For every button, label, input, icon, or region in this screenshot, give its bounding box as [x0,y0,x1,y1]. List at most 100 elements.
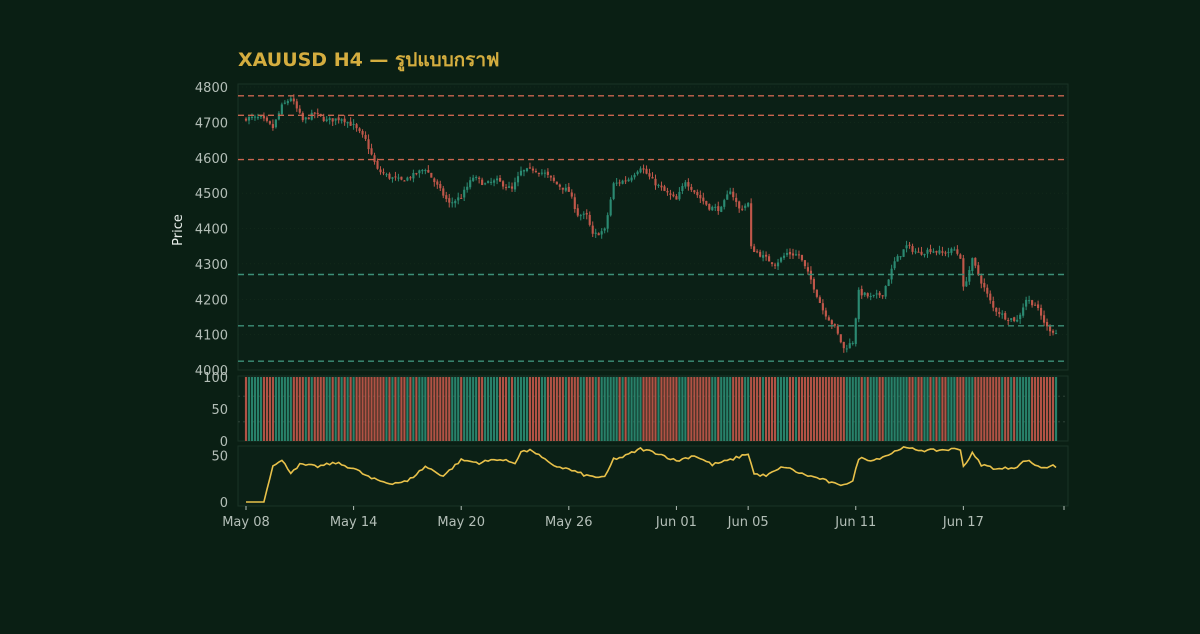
volume-bar [977,377,980,441]
candle-body [690,186,693,190]
candle-body [663,186,666,191]
price-tick-label: 4200 [195,293,228,308]
volume-bar [738,377,741,441]
volume-bar [917,377,920,441]
candle-body [597,233,600,236]
candle-body [498,177,502,182]
candle-body [675,196,678,200]
volume-bar [956,377,959,441]
candle-body [666,190,669,193]
volume-bar [693,377,696,441]
volume-bar [926,377,929,441]
candle-body [854,318,857,344]
volume-bar [1034,377,1037,441]
candle-body [445,195,448,199]
candle-body [824,310,827,317]
volume-bar [466,377,469,441]
candle-body [866,293,869,297]
volume-bar [753,377,756,441]
candle-body [794,254,798,256]
volume-tick-label: 0 [220,435,228,450]
candle-body [507,186,511,188]
volume-bar [621,377,624,441]
volume-bar [448,377,451,441]
candle-body [358,128,361,132]
candle-body [591,225,594,234]
candle-body [340,119,343,121]
volume-bar [1013,377,1016,441]
volume-bar [791,377,795,441]
candle-body [484,183,487,185]
volume-bar [702,377,705,441]
x-tick-label: May 14 [330,515,378,530]
candle-body [684,182,687,187]
volume-bar [800,377,804,441]
candle-body [959,254,962,259]
volume-bar [896,377,899,441]
candle-body [412,172,415,179]
volume-bar [564,377,567,441]
volume-bar [322,377,325,441]
volume-bar [735,377,738,441]
volume-bar [250,377,254,441]
price-tick-label: 4100 [195,329,228,344]
volume-bar [959,377,962,441]
x-tick-label: Jun 01 [655,515,697,530]
volume-bar [412,377,415,441]
volume-bar [534,377,538,441]
volume-bar [666,377,669,441]
volume-bar [875,377,878,441]
candle-body [304,117,307,120]
candle-body [759,251,762,257]
candle-body [481,179,484,185]
candle-body [860,288,863,296]
candle-body [980,275,983,284]
volume-bar [379,377,382,441]
volume-bar [645,377,648,441]
candle-body [791,253,795,256]
candle-body [522,170,526,172]
candle-body [475,176,478,178]
candle-body [788,252,792,255]
volume-bar [358,377,361,441]
x-axis: May 08 May 14 May 20 May 26 Jun 01 Jun 05 Jun … [222,506,1065,530]
candle-body [956,249,959,254]
candle-body [899,256,902,258]
candle-body [782,255,786,258]
candle-body [295,101,298,109]
candle-body [448,198,451,203]
volume-bar [947,377,950,441]
candle-body [1025,299,1028,307]
candle-body [280,104,283,115]
candle-body [639,168,642,173]
price-tick-label: 4500 [195,187,228,202]
volume-bar [295,377,298,441]
candle-body [570,192,573,197]
volume-bar [609,377,612,441]
volume-bar [1045,377,1049,441]
candle-body [472,177,475,181]
candle-body [540,172,543,174]
candle-body [262,115,266,119]
candle-body [756,251,759,253]
volume-bar [367,377,370,441]
volume-bar [549,377,552,441]
candle-body [439,184,442,189]
candle-body [268,121,271,124]
volume-bar [1042,377,1046,441]
volume-bar [935,377,938,441]
volume-bar [803,377,807,441]
volume-bar [923,377,926,441]
candle-body [525,168,529,172]
volume-bar [415,377,418,441]
indicator-frame [237,445,1069,507]
volume-bar [869,377,872,441]
candle-body [271,124,274,129]
candle-body [776,262,780,267]
candle-body [911,246,914,252]
candle-body [394,176,397,178]
candle-body [618,182,621,184]
candle-body [926,249,929,254]
candle-body [244,118,248,121]
x-tick-label: Jun 11 [834,515,876,530]
